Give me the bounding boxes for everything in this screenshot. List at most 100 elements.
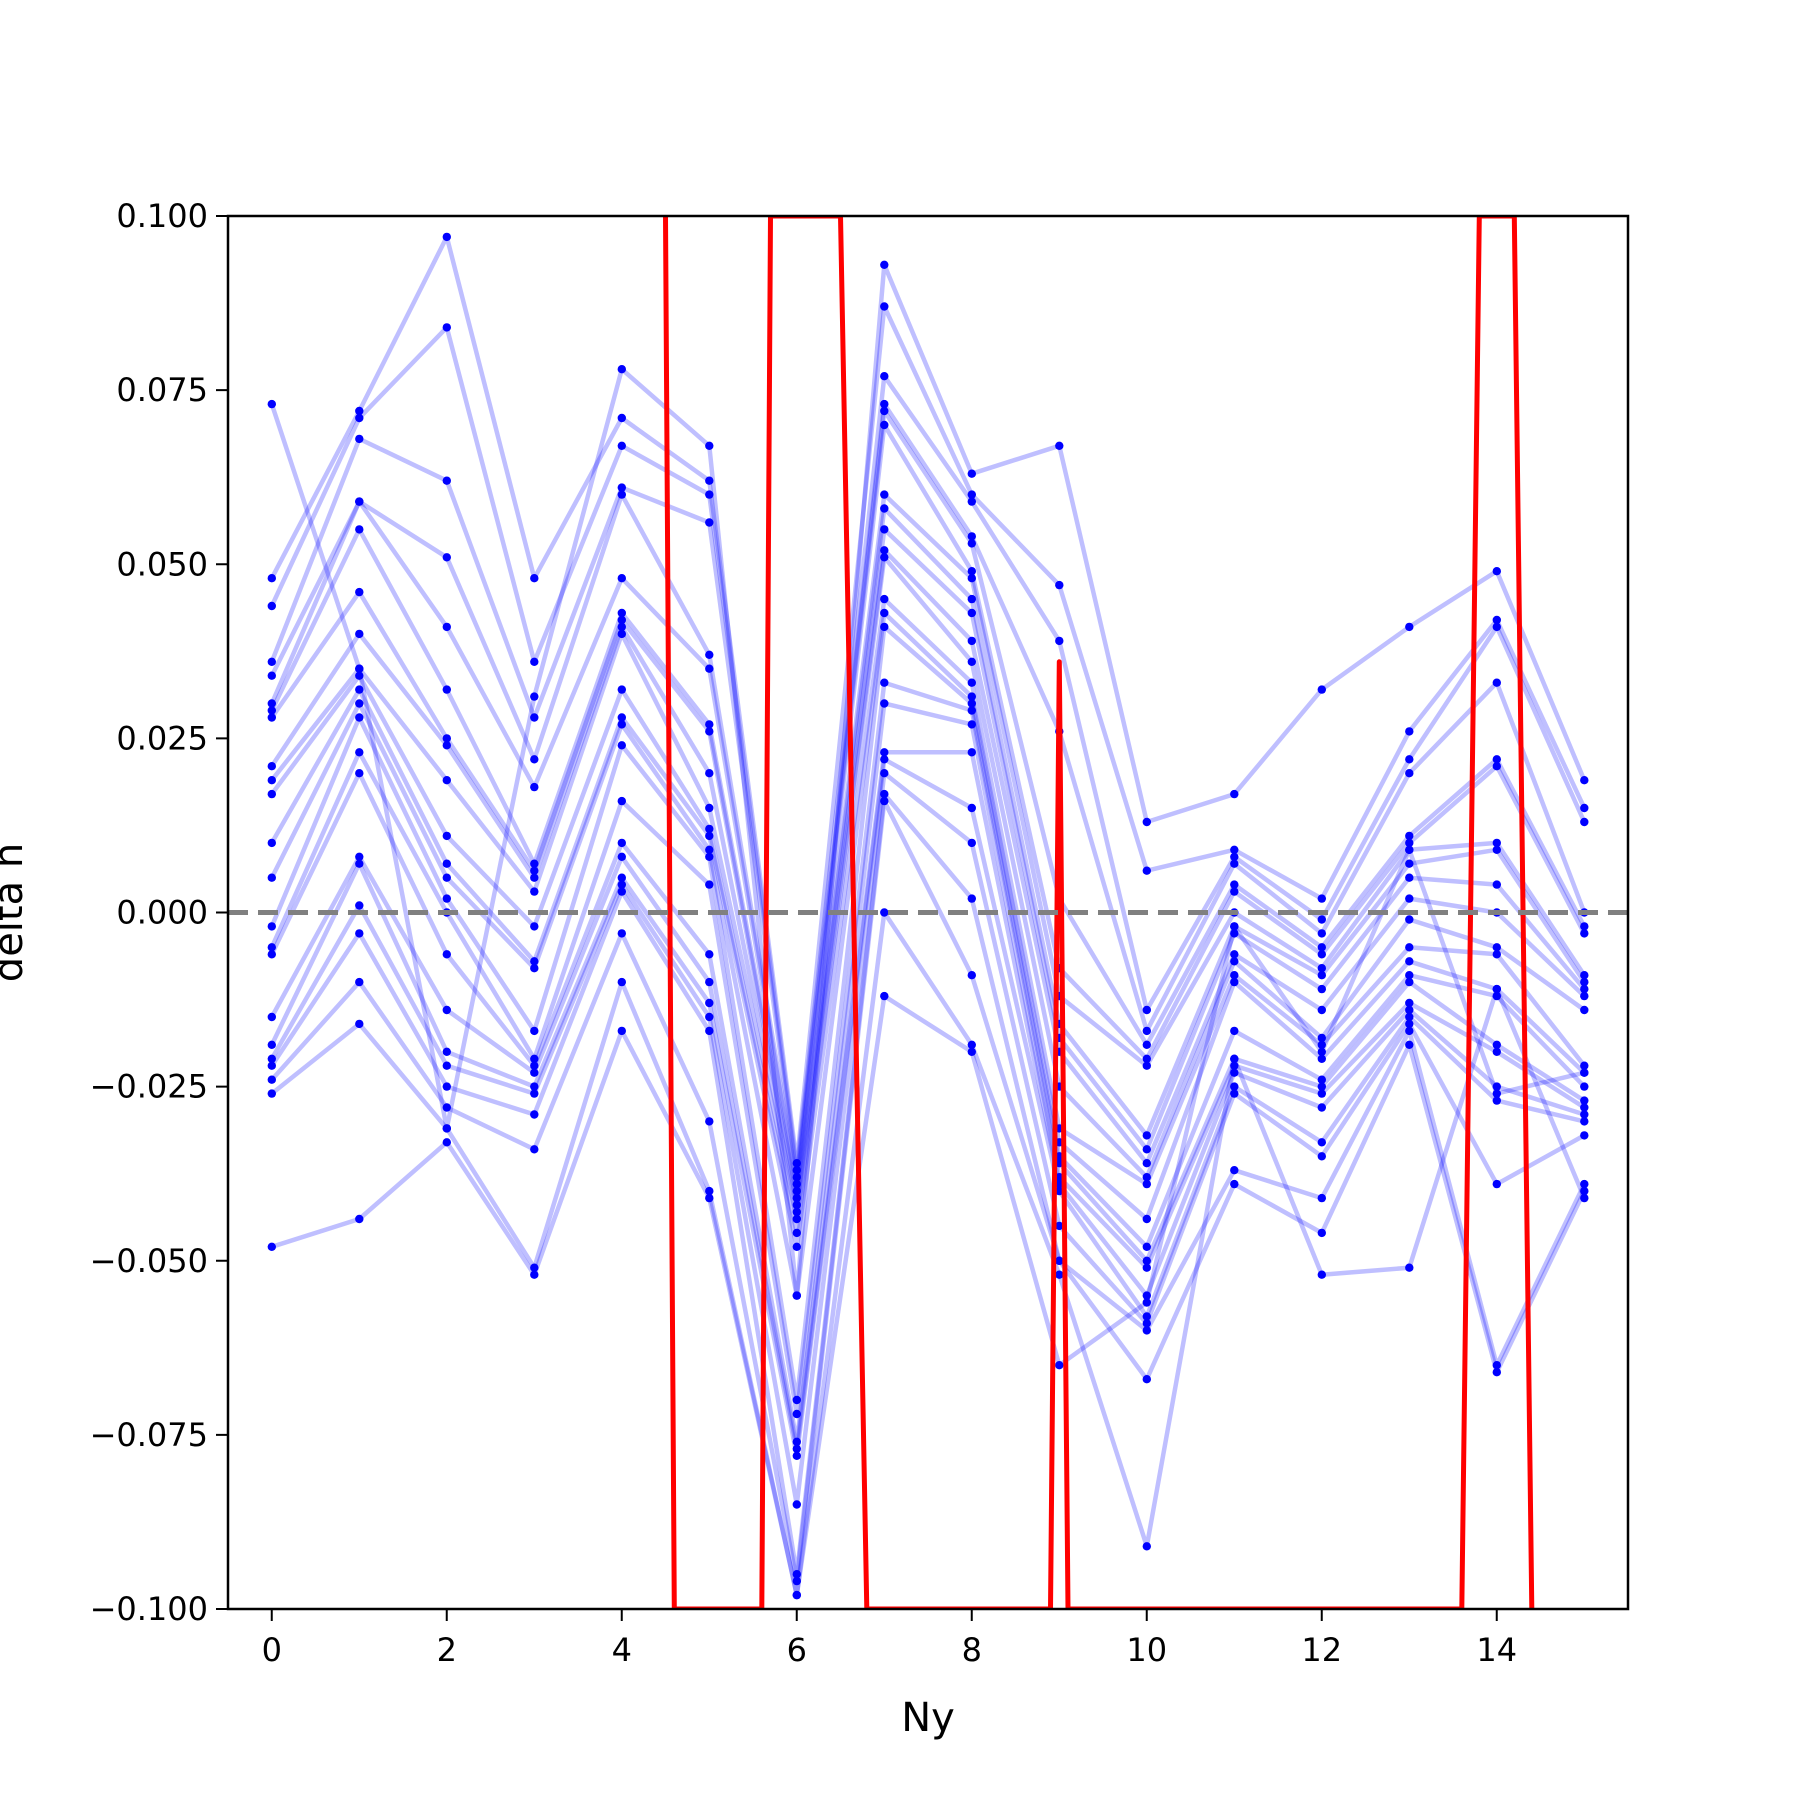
sample-point: [530, 1068, 539, 1077]
sample-point: [1230, 1166, 1239, 1175]
sample-point: [1317, 950, 1327, 959]
sample-point: [355, 685, 364, 694]
sample-point: [1230, 1179, 1239, 1189]
sample-point: [1317, 1033, 1327, 1043]
sample-point: [1405, 859, 1414, 868]
sample-point: [267, 950, 276, 959]
sample-point: [1317, 1089, 1327, 1098]
sample-point: [617, 483, 626, 492]
x-tick-label: 14: [1476, 1631, 1517, 1669]
sample-point: [880, 594, 889, 604]
sample-point: [1230, 971, 1239, 980]
sample-point: [1492, 1361, 1502, 1370]
sample-point: [967, 608, 976, 618]
sample-point: [355, 664, 364, 673]
sample-point: [705, 769, 714, 778]
sample-point: [967, 657, 976, 666]
sample-point: [1580, 1193, 1589, 1203]
sample-point: [1580, 776, 1589, 785]
sample-line-13: [269, 624, 1586, 1403]
sample-point: [355, 671, 364, 680]
sample-point: [967, 574, 976, 583]
sample-point: [617, 629, 626, 639]
sample-point: [267, 574, 276, 583]
sample-point: [880, 302, 889, 311]
sample-point: [530, 922, 539, 931]
sample-point: [1230, 1054, 1239, 1064]
sample-point: [705, 1186, 714, 1196]
sample-line-18: [269, 770, 1586, 1507]
sample-point: [705, 441, 714, 450]
sample-point: [267, 943, 276, 952]
x-axis-ticks: 0 2 4 6 8 10 12 14: [262, 1609, 1517, 1669]
sample-point: [617, 413, 626, 423]
sample-point: [705, 490, 714, 499]
y-tick-label: 0.000: [116, 894, 208, 932]
sample-point: [1405, 1012, 1414, 1022]
sample-point: [1580, 1117, 1589, 1126]
sample-point: [1405, 838, 1414, 848]
sample-point: [267, 762, 276, 771]
sample-point: [530, 1054, 539, 1064]
sample-point: [1317, 1193, 1327, 1203]
sample-point: [442, 553, 451, 562]
sample-point: [967, 594, 976, 604]
sample-point: [967, 678, 976, 687]
sample-point: [1405, 977, 1414, 987]
sample-point: [1405, 943, 1414, 952]
sample-point: [1055, 1256, 1064, 1266]
sample-point: [880, 622, 889, 632]
sample-point: [880, 525, 889, 534]
x-tick-label: 0: [262, 1631, 282, 1669]
sample-point: [617, 1026, 626, 1036]
sample-point: [792, 1395, 801, 1405]
sample-point: [355, 929, 364, 938]
sample-point: [267, 922, 276, 931]
sample-point: [267, 789, 276, 799]
sample-point: [1492, 755, 1502, 764]
sample-point: [792, 1500, 801, 1509]
sample-point: [355, 901, 364, 910]
sample-point: [530, 1026, 539, 1036]
sample-point: [1405, 873, 1414, 882]
y-tick-label: 0.025: [116, 719, 208, 757]
sample-point: [442, 685, 451, 694]
sample-point: [442, 1047, 451, 1057]
sample-point: [617, 490, 626, 499]
sample-point: [267, 699, 276, 708]
sample-point: [1142, 1159, 1152, 1168]
sample-point: [355, 413, 364, 423]
sample-point: [617, 796, 626, 806]
sample-point: [617, 615, 626, 625]
sample-point: [355, 769, 364, 778]
sample-point: [705, 1026, 714, 1036]
sample-point: [267, 1012, 276, 1022]
sample-point: [1230, 845, 1239, 854]
sample-point: [1230, 977, 1239, 987]
sample-point: [267, 1061, 276, 1070]
sample-line-21: [270, 910, 1587, 1598]
sample-point: [792, 1451, 801, 1461]
sample-point: [530, 859, 539, 868]
sample-point: [442, 741, 451, 750]
sample-point: [267, 1054, 276, 1064]
sample-point: [1492, 838, 1502, 848]
sample-point: [355, 629, 364, 639]
sample-point: [1142, 1145, 1152, 1154]
y-tick-label: 0.100: [116, 197, 208, 235]
sample-point: [442, 1005, 451, 1015]
sample-point: [705, 824, 714, 834]
sample-point: [442, 622, 451, 632]
sample-point: [617, 713, 626, 722]
sample-point: [705, 1193, 714, 1203]
sample-line-14: [269, 680, 1586, 1417]
sample-point: [617, 887, 626, 896]
sample-point: [267, 1242, 276, 1252]
sample-point: [617, 977, 626, 987]
sample-point: [967, 720, 976, 729]
sample-point: [530, 692, 539, 701]
sample-point: [1580, 1096, 1589, 1105]
sample-line-3: [269, 401, 1587, 1180]
